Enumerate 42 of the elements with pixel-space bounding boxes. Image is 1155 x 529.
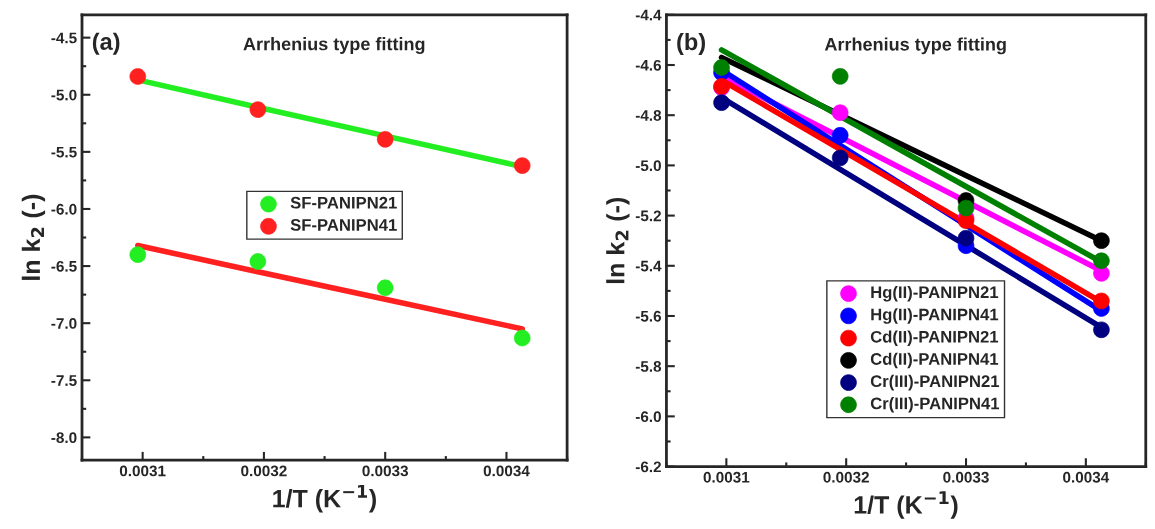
y-tick-label: -5.0 <box>635 160 661 172</box>
y-tick-label: -4.5 <box>51 32 77 44</box>
y-tick-label: -6.0 <box>51 203 77 215</box>
y-tick-label: -5.5 <box>51 146 77 158</box>
legend-label: SF-PANIPN21 <box>290 196 397 209</box>
y-tick-label: -5.8 <box>635 361 662 372</box>
y-tick-label: -5.4 <box>635 260 662 272</box>
x-tick-label: 0.0034 <box>1063 471 1110 483</box>
y-axis-title: ln k$_{2}$ (-) <box>21 194 46 280</box>
legend-label: SF-PANIPN41 <box>290 219 397 231</box>
y-tick-label: -8.0 <box>51 432 77 444</box>
x-tick-label: 0.0032 <box>823 471 869 483</box>
legend-label: Cr(III)-PANIPN21 <box>870 374 1000 391</box>
legend-label: Hg(II)-PANIPN21 <box>871 285 999 302</box>
y-tick-label: -6.2 <box>635 461 661 473</box>
y-tick-label: -5.6 <box>635 310 662 322</box>
x-axis-title: 1/T (K$^{−1}$) <box>854 491 958 519</box>
y-tick-label: -7.0 <box>51 318 77 329</box>
text: Arrhenius type fitting <box>824 37 1006 55</box>
y-axis-title: ln k$_{2}$ (-) <box>606 197 630 284</box>
x-axis-title: 1/T (K$^{−1}$) <box>273 484 376 513</box>
x-tick-label: 0.0034 <box>483 465 530 477</box>
legend-label: Cd(II)-PANIPN41 <box>870 352 999 369</box>
y-tick-label: -5.0 <box>51 89 77 101</box>
x-tick-label: 0.0032 <box>241 465 287 477</box>
legend-label: Cr(III)-PANIPN41 <box>870 397 1000 413</box>
y-tick-label: -4.6 <box>635 59 662 71</box>
legend-label: Cd(II)-PANIPN21 <box>870 330 999 346</box>
text: Arrhenius type fitting <box>243 37 425 54</box>
annotation: (a) <box>92 32 120 55</box>
x-tick-label: 0.0033 <box>362 465 409 477</box>
x-tick-label: 0.0031 <box>703 471 750 483</box>
legend-label: Hg(II)-PANIPN41 <box>871 308 999 324</box>
y-tick-label: -5.2 <box>635 210 661 222</box>
x-tick-label: 0.0033 <box>943 471 989 483</box>
y-tick-label: -4.8 <box>635 110 662 121</box>
y-tick-label: -7.5 <box>51 375 77 386</box>
x-tick-label: 0.0031 <box>119 465 166 477</box>
y-tick-label: -6.0 <box>635 411 661 423</box>
annotation: (b) <box>677 32 705 55</box>
y-tick-label: -6.5 <box>51 260 77 272</box>
y-tick-label: -4.4 <box>635 9 662 21</box>
